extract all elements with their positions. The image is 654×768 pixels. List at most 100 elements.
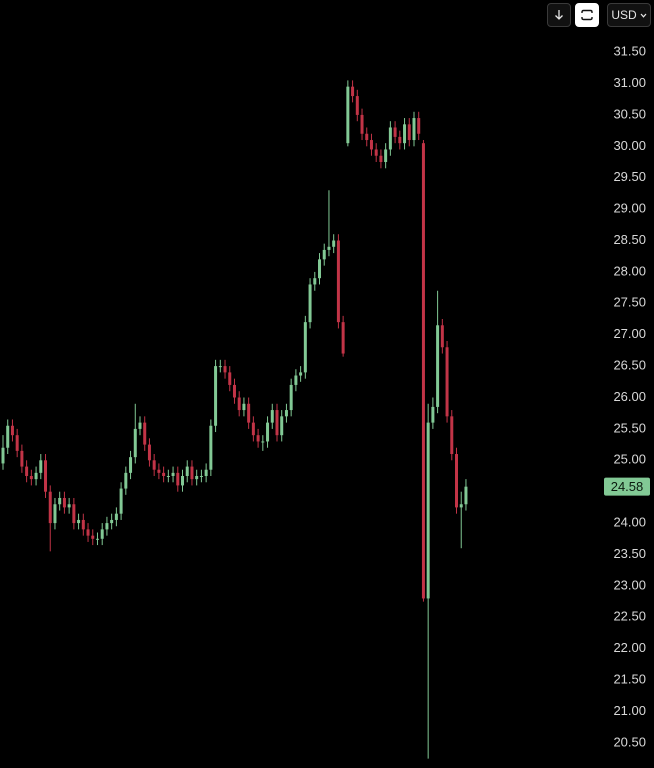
candle-body <box>417 118 421 134</box>
candle-body <box>105 523 109 530</box>
candle-body <box>34 472 38 480</box>
candle-body <box>322 249 326 260</box>
candle-body <box>393 127 397 137</box>
candle-body <box>162 472 166 476</box>
candle-body <box>176 472 180 486</box>
candle-body <box>270 410 274 423</box>
candle-body <box>190 466 194 480</box>
candle-body <box>199 475 203 477</box>
candle-body <box>412 118 416 141</box>
y-tick-label: 20.50 <box>613 734 646 749</box>
last-price-badge <box>604 477 650 496</box>
candle-body <box>77 519 81 524</box>
candle-body <box>114 513 118 520</box>
candle-body <box>436 325 440 407</box>
candle-body <box>48 491 52 524</box>
candle-body <box>1 447 5 464</box>
candle-body <box>426 422 430 599</box>
candle-body <box>355 96 359 115</box>
arrow-down-icon <box>555 10 563 20</box>
candle-body <box>421 143 425 599</box>
candle-body <box>332 240 336 247</box>
y-tick-label: 25.50 <box>613 420 646 435</box>
scroll-to-latest-button[interactable] <box>547 3 571 27</box>
candle-body <box>95 538 99 540</box>
candle-body <box>91 535 95 539</box>
candle-body <box>58 497 62 505</box>
candle-body <box>440 325 444 348</box>
y-tick-label: 23.00 <box>613 577 646 592</box>
last-price-label: 24.58 <box>611 479 644 494</box>
candle-body <box>242 403 246 411</box>
candle-body <box>209 425 213 470</box>
candle-body <box>431 406 435 423</box>
candle-body <box>360 114 364 134</box>
candle-body <box>450 416 454 455</box>
y-tick-label: 25.00 <box>613 452 646 467</box>
candle-body <box>237 397 241 411</box>
y-tick-label: 28.00 <box>613 263 646 278</box>
candle-body <box>341 322 345 354</box>
candle-body <box>223 366 227 373</box>
candle-body <box>275 410 279 436</box>
y-tick-label: 21.50 <box>613 672 646 687</box>
candle-body <box>365 133 369 141</box>
candle-body <box>318 259 322 279</box>
candle-body <box>20 450 24 467</box>
y-tick-label: 24.50 <box>613 483 646 498</box>
candle-body <box>181 475 185 486</box>
y-tick-label: 23.50 <box>613 546 646 561</box>
candle-body <box>25 466 29 476</box>
auto-scale-icon <box>581 9 593 21</box>
y-tick-label: 31.50 <box>613 44 646 59</box>
candle-body <box>228 372 232 385</box>
candle-body <box>247 403 251 423</box>
candle-body <box>379 155 383 163</box>
candle-body <box>166 475 170 477</box>
candle-body <box>171 472 175 476</box>
candle-body <box>299 372 303 376</box>
candle-body <box>351 86 355 97</box>
candle-body <box>138 422 142 429</box>
y-tick-label: 26.50 <box>613 358 646 373</box>
candle-body <box>72 504 76 524</box>
candle-body <box>232 384 236 398</box>
auto-scale-button[interactable] <box>575 3 599 27</box>
y-tick-label: 24.00 <box>613 515 646 530</box>
candle-body <box>86 529 90 536</box>
caret-icon <box>640 13 647 18</box>
candle-body <box>143 422 147 445</box>
y-tick-label: 30.00 <box>613 138 646 153</box>
candle-body <box>124 472 128 489</box>
candle-body <box>445 347 449 417</box>
candle-body <box>374 149 378 156</box>
currency-dropdown[interactable]: USD <box>607 3 651 27</box>
candle-body <box>110 519 114 524</box>
candle-body <box>407 124 411 141</box>
y-tick-label: 29.50 <box>613 169 646 184</box>
y-tick-label: 22.00 <box>613 640 646 655</box>
candle-body <box>266 422 270 442</box>
candle-body <box>256 435 260 442</box>
candle-body <box>289 384 293 411</box>
candle-body <box>10 425 14 436</box>
candle-body <box>204 469 208 476</box>
y-tick-label: 21.00 <box>613 703 646 718</box>
y-tick-label: 22.50 <box>613 609 646 624</box>
candle-body <box>294 375 298 385</box>
candle-body <box>459 504 463 508</box>
candle-body <box>261 441 265 443</box>
candle-body <box>62 497 66 508</box>
candle-body <box>100 529 104 539</box>
candle-body <box>464 486 468 505</box>
candle-body <box>218 366 222 368</box>
candle-body <box>15 435 19 451</box>
candle-body <box>53 504 57 524</box>
candle-body <box>39 460 43 473</box>
candle-body <box>81 519 85 530</box>
candle-body <box>157 469 161 473</box>
candle-body <box>336 240 340 323</box>
candle-body <box>133 428 137 458</box>
